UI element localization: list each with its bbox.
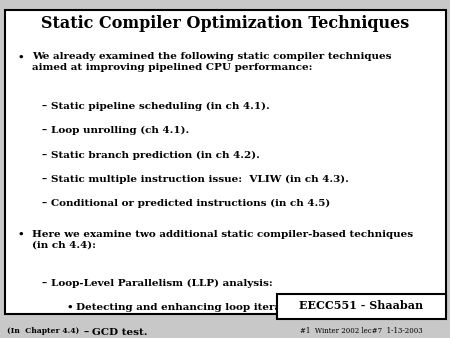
Text: –: –: [41, 199, 46, 208]
Text: •: •: [67, 303, 73, 312]
Text: Loop unrolling (ch 4.1).: Loop unrolling (ch 4.1).: [51, 126, 189, 135]
Text: –: –: [41, 175, 46, 184]
Text: –: –: [83, 328, 88, 337]
Text: Detecting and enhancing loop iteration parallelism: Detecting and enhancing loop iteration p…: [76, 303, 372, 312]
Text: –: –: [41, 150, 46, 160]
Text: Here we examine two additional static compiler-based techniques
(in ch 4.4):: Here we examine two additional static co…: [32, 230, 414, 249]
Text: •: •: [17, 52, 24, 62]
Text: Static pipeline scheduling (in ch 4.1).: Static pipeline scheduling (in ch 4.1).: [51, 102, 270, 111]
FancyBboxPatch shape: [4, 10, 446, 314]
Text: GCD test.: GCD test.: [92, 328, 148, 337]
Text: EECC551 - Shaaban: EECC551 - Shaaban: [299, 299, 423, 311]
Text: –: –: [41, 126, 46, 135]
Text: Loop-Level Parallelism (LLP) analysis:: Loop-Level Parallelism (LLP) analysis:: [51, 279, 273, 288]
Text: •: •: [17, 230, 24, 239]
Text: #1  Winter 2002 lec#7  1-13-2003: #1 Winter 2002 lec#7 1-13-2003: [300, 327, 423, 335]
Text: –: –: [41, 279, 46, 288]
Text: Static multiple instruction issue:  VLIW (in ch 4.3).: Static multiple instruction issue: VLIW …: [51, 175, 349, 184]
Text: We already examined the following static compiler techniques
aimed at improving : We already examined the following static…: [32, 52, 392, 72]
Text: (In  Chapter 4.4): (In Chapter 4.4): [7, 327, 79, 335]
Text: Static Compiler Optimization Techniques: Static Compiler Optimization Techniques: [41, 15, 409, 32]
Text: Static branch prediction (in ch 4.2).: Static branch prediction (in ch 4.2).: [51, 150, 260, 160]
Text: –: –: [41, 102, 46, 111]
FancyBboxPatch shape: [277, 294, 446, 319]
Text: Conditional or predicted instructions (in ch 4.5): Conditional or predicted instructions (i…: [51, 199, 331, 208]
